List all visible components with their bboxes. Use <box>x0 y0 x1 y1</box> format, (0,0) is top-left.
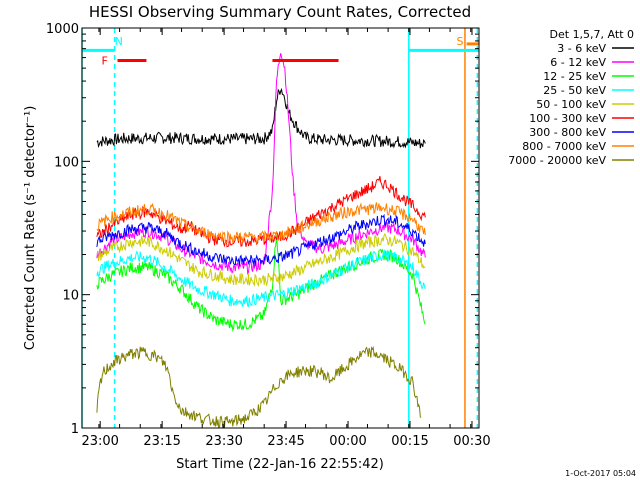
interval-markers <box>82 42 479 63</box>
legend-item-label: 100 - 300 keV <box>529 112 606 125</box>
legend-item-label: 800 - 7000 keV <box>522 140 606 153</box>
series-line <box>96 235 426 332</box>
footer-timestamp: 1-Oct-2017 05:04 <box>565 469 636 478</box>
y-tick-label: 10 <box>62 289 79 304</box>
series-line <box>96 213 426 267</box>
series-line <box>96 87 426 149</box>
series-line <box>96 345 422 429</box>
series-line <box>96 202 426 245</box>
y-tick-label: 1000 <box>46 22 79 37</box>
y-tick-label: 1 <box>71 422 79 437</box>
series-layer <box>96 53 426 429</box>
legend-item-label: 3 - 6 keV <box>557 42 606 55</box>
legend-item-label: 25 - 50 keV <box>543 84 606 97</box>
y-axis-label: Corrected Count Rate (s⁻¹ detector⁻¹) <box>23 106 38 351</box>
y-tick-label: 100 <box>54 155 79 170</box>
legend-item-label: 12 - 25 keV <box>543 70 606 83</box>
x-tick-label: 00:00 <box>329 434 366 449</box>
legend-item-label: 50 - 100 keV <box>536 98 606 111</box>
x-axis: 23:00 23:15 23:30 23:45 00:00 00:15 00:30 <box>81 28 491 449</box>
legend-item-label: 6 - 12 keV <box>550 56 606 69</box>
series-line <box>96 232 426 288</box>
x-tick-label: 23:15 <box>143 434 180 449</box>
series-line <box>96 53 426 275</box>
x-tick-label: 23:45 <box>267 434 304 449</box>
x-tick-label: 23:30 <box>205 434 242 449</box>
annotation-label: N <box>115 35 123 48</box>
y-axis: 1 10 100 1000 <box>46 22 479 437</box>
x-tick-label: 23:00 <box>81 434 118 449</box>
annotation-label: S <box>457 35 464 48</box>
annotation-label: F <box>102 55 108 68</box>
legend-header: Det 1,5,7, Att 0 <box>550 28 634 41</box>
series-line <box>96 249 426 307</box>
x-tick-label: 00:15 <box>391 434 428 449</box>
chart-title: HESSI Observing Summary Count Rates, Cor… <box>89 3 471 21</box>
plot-frame <box>81 27 480 429</box>
annotations: NF S <box>102 35 464 68</box>
plot-area: NF S <box>81 27 480 429</box>
x-tick-label: 00:30 <box>453 434 490 449</box>
x-axis-label: Start Time (22-Jan-16 22:55:42) <box>176 457 384 472</box>
legend-item-label: 300 - 800 keV <box>529 126 606 139</box>
legend-item-label: 7000 - 20000 keV <box>508 154 606 167</box>
